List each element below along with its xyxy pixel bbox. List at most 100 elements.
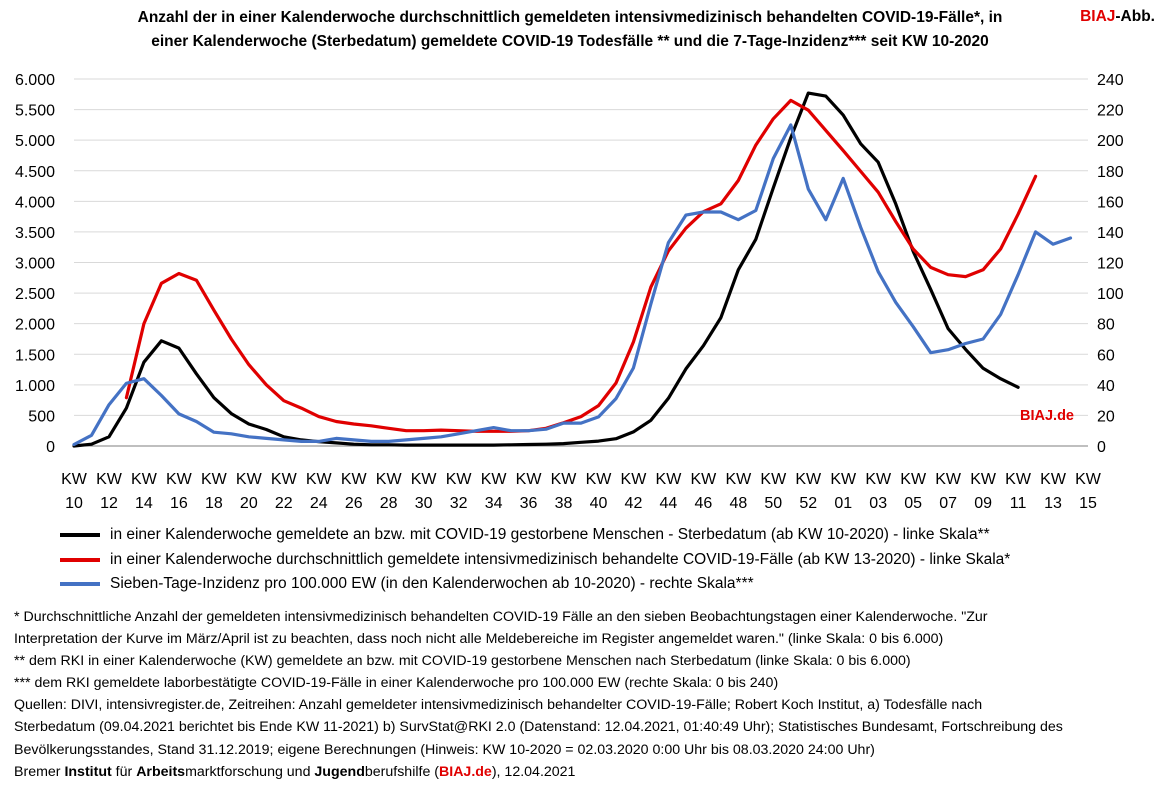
publisher-bold-1: Institut [64, 763, 112, 780]
footnotes: * Durchschnittliche Anzahl der gemeldete… [14, 606, 1164, 783]
y-left-tick-label: 500 [28, 408, 55, 425]
x-tick-label: KW [725, 471, 752, 488]
publisher-pre: Bremer [14, 763, 65, 780]
series-line-1 [124, 98, 1038, 433]
legend-swatch-icu [60, 557, 100, 562]
brand-label: BIAJ-Abb. [1080, 8, 1155, 26]
x-tick-label: 14 [135, 495, 153, 512]
x-tick-label: KW [201, 471, 228, 488]
x-tick-label: 44 [660, 495, 678, 512]
gridlines [74, 78, 1088, 447]
x-tick-label: KW [271, 471, 298, 488]
x-tick-label: 46 [694, 495, 712, 512]
x-tick-label: 30 [415, 495, 433, 512]
legend-item-icu: in einer Kalenderwoche durchschnittlich … [60, 548, 1160, 573]
x-tick-label: 26 [345, 495, 363, 512]
x-tick-label: KW [446, 471, 473, 488]
y-left-tick-label: 5.000 [15, 133, 55, 150]
brand-name: BIAJ [1080, 8, 1116, 25]
x-tick-label: 18 [205, 495, 223, 512]
x-tick-label: KW [935, 471, 962, 488]
x-tick-label: 13 [1044, 495, 1062, 512]
y-left-tick-label: 0 [46, 439, 55, 456]
y-right-tick-label: 0 [1097, 439, 1106, 456]
publisher-text-3: berufshilfe ( [364, 763, 439, 780]
footnote-2: ** dem RKI in einer Kalenderwoche (KW) g… [14, 653, 911, 670]
x-tick-label: 16 [170, 495, 188, 512]
x-tick-label: 12 [100, 495, 118, 512]
y-right-tick-label: 60 [1097, 347, 1115, 364]
y-axis-right: 0 20 40 60 80 100 120 140 160 180 200 220 240 [1097, 72, 1124, 456]
x-tick-label: KW [795, 471, 822, 488]
y-left-tick-label: 3.000 [15, 256, 55, 273]
x-tick-label: 38 [555, 495, 573, 512]
y-left-tick-label: 1.000 [15, 378, 55, 395]
x-tick-label: 32 [450, 495, 468, 512]
y-right-tick-label: 40 [1097, 378, 1115, 395]
x-tick-label: KW [621, 471, 648, 488]
line-chart: 05001.0001.5002.0002.5003.0003.5004.0004… [15, 72, 1124, 512]
x-tick-label: 52 [799, 495, 817, 512]
y-right-tick-label: 220 [1097, 103, 1124, 120]
x-tick-label: 42 [625, 495, 643, 512]
publisher-link[interactable]: BIAJ.de [439, 763, 492, 780]
x-tick-label: 11 [1010, 495, 1027, 512]
y-right-tick-label: 180 [1097, 164, 1124, 181]
publisher-text-2: marktforschung und [185, 763, 315, 780]
legend-item-deaths: in einer Kalenderwoche gemeldete an bzw.… [60, 523, 1160, 548]
y-right-tick-label: 200 [1097, 133, 1124, 150]
brand-suffix: -Abb. [1115, 8, 1155, 25]
x-tick-label: KW [656, 471, 683, 488]
x-tick-label: KW [551, 471, 578, 488]
y-right-tick-label: 20 [1097, 408, 1115, 425]
x-tick-label: KW [865, 471, 892, 488]
x-tick-label: KW [411, 471, 438, 488]
x-tick-label: 01 [834, 495, 852, 512]
x-tick-label: 03 [869, 495, 887, 512]
x-axis: KW 10 KW 12 KW 14 KW 16 KW 18 KW 20 KW 22 KW 24 KW 26 KW 28… [61, 471, 1102, 512]
legend-label-icu: in einer Kalenderwoche durchschnittlich … [110, 550, 1011, 568]
x-tick-label: KW [376, 471, 403, 488]
x-tick-label: 48 [729, 495, 747, 512]
sources-line-2: Sterbedatum (09.04.2021 berichtet bis En… [14, 719, 1063, 736]
x-tick-label: 24 [310, 495, 328, 512]
series-line-2 [72, 123, 1073, 447]
chart-title-line-2: einer Kalenderwoche (Sterbedatum) gemeld… [151, 33, 989, 50]
series-line-0 [72, 91, 1020, 448]
x-tick-label: KW [970, 471, 997, 488]
publisher-end: ), 12.04.2021 [491, 763, 576, 780]
y-right-tick-label: 160 [1097, 194, 1124, 211]
sources-line-3: Bevölkerungsstandes, Stand 31.12.2019; e… [14, 741, 875, 758]
x-tick-label: 15 [1079, 495, 1097, 512]
x-tick-label: KW [481, 471, 508, 488]
publisher-bold-3: Jugend [314, 763, 365, 780]
x-tick-label: 50 [764, 495, 782, 512]
x-tick-label: 40 [590, 495, 608, 512]
y-right-tick-label: 80 [1097, 317, 1115, 334]
x-tick-label: KW [760, 471, 787, 488]
x-tick-label: 36 [520, 495, 538, 512]
publisher-text-1: für [111, 763, 137, 780]
x-tick-label: KW [516, 471, 543, 488]
x-tick-label: 07 [939, 495, 957, 512]
y-right-tick-label: 120 [1097, 256, 1124, 273]
x-tick-label: KW [306, 471, 333, 488]
x-tick-label: KW [96, 471, 123, 488]
x-tick-label: 22 [275, 495, 293, 512]
series-lines [72, 91, 1073, 448]
y-axis-left: 0 500 1.000 1.500 2.000 2.500 3.000 3.500 4.000 4… [15, 72, 55, 456]
x-tick-label: KW [166, 471, 193, 488]
x-tick-label: KW [900, 471, 927, 488]
x-tick-label: KW [830, 471, 857, 488]
y-left-tick-label: 1.500 [15, 347, 55, 364]
x-tick-label: KW [1005, 471, 1032, 488]
x-tick-label: 20 [240, 495, 258, 512]
footnote-1b: Interpretation der Kurve im März/April i… [14, 631, 944, 648]
y-right-tick-label: 140 [1097, 225, 1124, 242]
x-tick-label: KW [586, 471, 613, 488]
x-tick-label: 10 [65, 495, 83, 512]
sources-line-1: Quellen: DIVI, intensivregister.de, Zeit… [14, 697, 983, 714]
y-left-tick-label: 3.500 [15, 225, 55, 242]
y-right-tick-label: 240 [1097, 72, 1124, 89]
legend-swatch-deaths [60, 533, 100, 538]
